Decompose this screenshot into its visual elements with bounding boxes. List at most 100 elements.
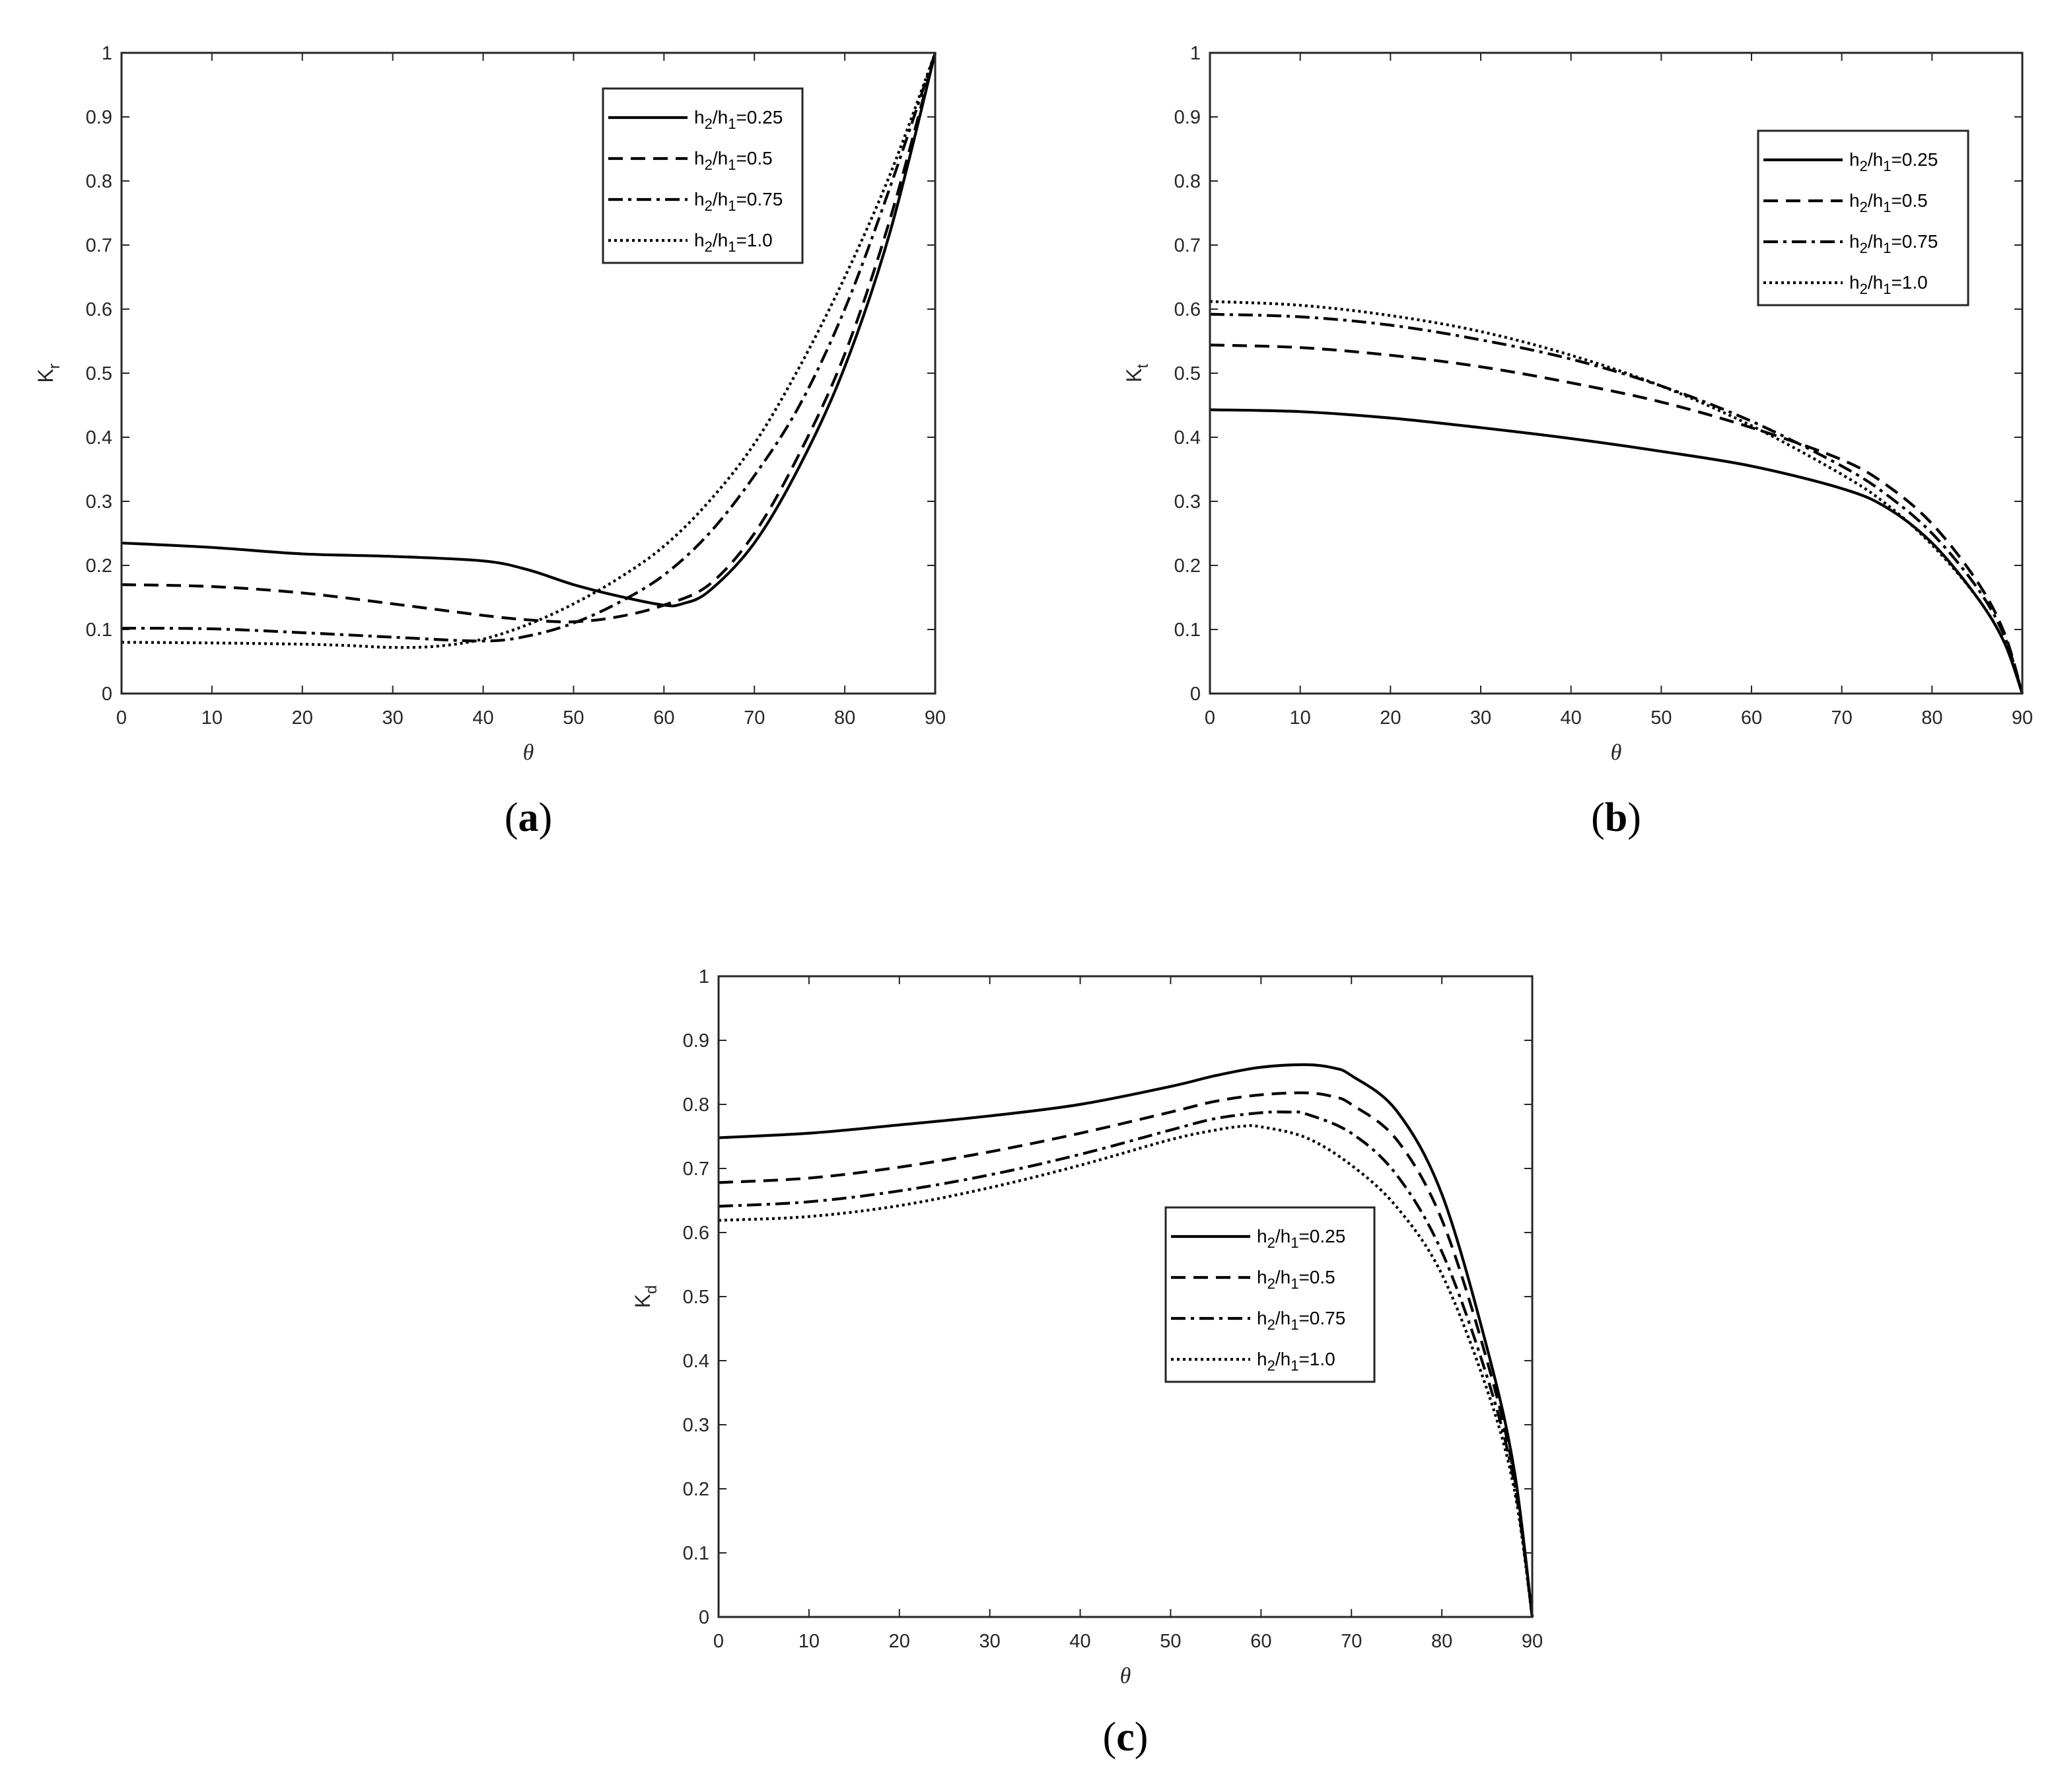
legend-label-3: h2/h1=0.75 [1257, 1308, 1345, 1333]
series-line-4 [121, 52, 937, 649]
y-tick-label: 0.5 [86, 363, 112, 384]
y-tick-label: 0.3 [1174, 491, 1201, 513]
y-tick-label: 0.7 [1174, 235, 1201, 256]
x-tick-label: 0 [116, 707, 127, 729]
series-line-4 [718, 1124, 1534, 1618]
x-tick-label: 30 [382, 707, 404, 729]
y-tick-label: 0.5 [683, 1287, 709, 1308]
y-tick-label: 0.2 [683, 1479, 709, 1500]
y-tick-label: 0.2 [86, 556, 112, 577]
x-tick-label: 70 [1831, 707, 1853, 729]
legend-label-2: h2/h1=0.5 [1257, 1267, 1335, 1292]
x-tick-label: 30 [1470, 707, 1491, 729]
legend-label-3: h2/h1=0.75 [1849, 231, 1938, 256]
x-tick-label: 60 [653, 707, 674, 729]
x-tick-label: 40 [472, 707, 493, 729]
x-tick-label: 20 [889, 1631, 910, 1652]
x-axis-label: θ [1611, 740, 1622, 765]
y-tick-label: 0.8 [1174, 171, 1201, 192]
legend: h2/h1=0.25 h2/h1=0.5 h2/h1=0.75 h2/h1=1.0 [1757, 129, 1969, 306]
legend-label-4: h2/h1=1.0 [694, 230, 773, 255]
y-axis-label-sub: r [46, 363, 63, 369]
y-tick-label: 1 [1190, 43, 1201, 64]
y-tick-label: 0.8 [86, 171, 112, 192]
y-tick-label: 0.6 [86, 299, 112, 320]
y-tick-label: 0 [102, 684, 112, 705]
y-tick-label: 0.1 [683, 1543, 709, 1564]
panel-b: 0 10 20 30 40 50 60 70 80 90 0 0.1 0.2 0.3 0.4 0.5 0.6 0.… [1122, 43, 2033, 840]
panel-label-close: ) [1135, 1715, 1149, 1760]
y-tick-label: 0.1 [86, 620, 112, 641]
plot-area [719, 976, 1532, 1617]
x-tick-label: 90 [925, 707, 946, 729]
x-tick-label: 30 [979, 1631, 1001, 1652]
y-tick-label: 0.9 [86, 107, 112, 128]
y-tick-label: 0.4 [683, 1351, 709, 1372]
x-axis-label: θ [1120, 1664, 1131, 1688]
y-tick-label: 0.6 [683, 1223, 709, 1244]
panel-label-open: ( [505, 795, 518, 840]
legend-label-1: h2/h1=0.25 [694, 107, 783, 132]
x-tick-label: 0 [1205, 707, 1215, 729]
x-tick-label: 20 [292, 707, 313, 729]
series-line-1 [718, 1063, 1534, 1618]
series-line-2 [718, 1091, 1534, 1618]
y-axis-label-base: K [631, 1294, 655, 1308]
x-tick-label: 80 [834, 707, 855, 729]
legend-label-2: h2/h1=0.5 [694, 148, 773, 173]
x-tick-label: 70 [744, 707, 765, 729]
x-tick-label: 50 [563, 707, 584, 729]
x-tick-label: 80 [1431, 1631, 1452, 1652]
y-tick-label: 0.8 [683, 1094, 709, 1116]
y-axis-label-sub: t [1134, 364, 1152, 369]
x-tick-label: 50 [1160, 1631, 1181, 1652]
legend-label-1: h2/h1=0.25 [1849, 149, 1938, 174]
y-tick-label: 0 [699, 1607, 709, 1628]
y-tick-label: 0.5 [1174, 363, 1201, 384]
x-tick-label: 40 [1561, 707, 1582, 729]
x-tick-label: 10 [798, 1631, 820, 1652]
y-tick-label: 0.6 [1174, 299, 1201, 320]
legend-label-4: h2/h1=1.0 [1849, 272, 1928, 297]
y-tick-label: 0.7 [86, 235, 112, 256]
series-line-4 [1209, 300, 2024, 694]
y-tick-label: 0.3 [683, 1415, 709, 1436]
x-tick-label: 20 [1380, 707, 1401, 729]
y-axis-label-sub: d [643, 1285, 660, 1294]
panel-label: (a) [505, 795, 552, 840]
y-tick-label: 0.2 [1174, 556, 1201, 577]
x-tick-label: 80 [1921, 707, 1942, 729]
panel-label-letter: b [1605, 795, 1627, 840]
x-tick-label: 70 [1341, 1631, 1362, 1652]
y-axis-label-base: K [1122, 369, 1146, 382]
panel-label-close: ) [539, 795, 553, 840]
panel-label-open: ( [1103, 1715, 1117, 1760]
panel-a: 0 10 20 30 40 50 60 70 80 90 0 0.1 0.2 0.3 0.4 0.5 0.6 0.… [34, 43, 946, 840]
legend-label-3: h2/h1=0.75 [694, 189, 783, 214]
x-tick-label: 60 [1250, 1631, 1271, 1652]
series-line-3 [718, 1110, 1534, 1618]
legend-label-4: h2/h1=1.0 [1257, 1349, 1335, 1374]
legend-label-2: h2/h1=0.5 [1849, 190, 1928, 215]
x-tick-label: 0 [713, 1631, 724, 1652]
panel-label: (b) [1591, 795, 1641, 840]
y-tick-label: 0 [1190, 684, 1201, 705]
y-tick-label: 1 [699, 966, 709, 987]
series-line-3 [1209, 312, 2024, 694]
x-tick-label: 50 [1650, 707, 1672, 729]
y-tick-label: 0.3 [86, 491, 112, 513]
y-tick-label: 0.1 [1174, 620, 1201, 641]
legend: h2/h1=0.25 h2/h1=0.5 h2/h1=0.75 h2/h1=1.0 [602, 87, 804, 264]
x-tick-label: 10 [201, 707, 223, 729]
plot-area [122, 53, 935, 694]
panel-label-letter: c [1116, 1715, 1135, 1760]
x-tick-label: 90 [2012, 707, 2033, 729]
y-tick-label: 0.4 [1174, 427, 1201, 448]
axes-box [1209, 52, 2024, 695]
y-axis-label-base: K [34, 369, 57, 382]
panel-label-letter: a [518, 795, 539, 840]
y-tick-label: 0.4 [86, 427, 112, 448]
y-tick-label: 0.7 [683, 1159, 709, 1180]
legend: h2/h1=0.25 h2/h1=0.5 h2/h1=0.75 h2/h1=1.0 [1164, 1206, 1376, 1383]
